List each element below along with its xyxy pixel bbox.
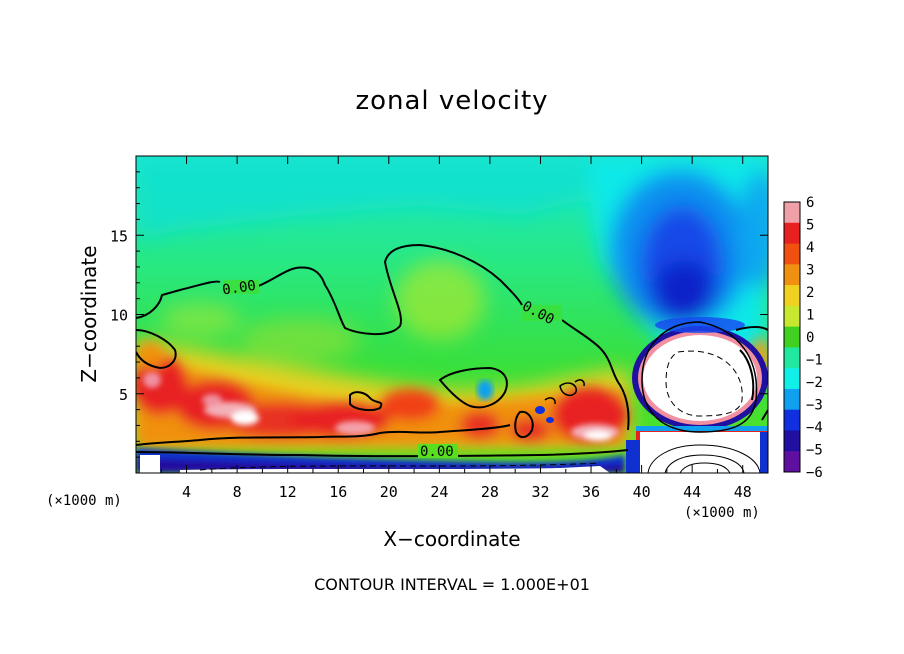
x-tick-label: 24 [430,483,448,501]
colorbar-swatch [784,202,800,224]
y-tick-label: 15 [110,227,128,245]
colorbar-label: −6 [806,465,823,481]
chart-title: zonal velocity [355,86,549,116]
y-tick-label: 10 [110,307,128,325]
colorbar-label: 2 [806,285,814,301]
colorbar-label: −3 [806,398,823,414]
colorbar: 6 5 4 3 2 1 0 −1 −2 −3 −4 −5 −6 [783,195,823,481]
colorbar-swatch [784,388,800,411]
colorbar-swatch [784,347,800,369]
colorbar-swatch [784,305,800,328]
colorbar-label: 0 [806,330,814,346]
x-tick-label: 36 [582,483,600,501]
colorbar-label: 4 [806,240,814,256]
colorbar-swatch [784,430,800,452]
colorbar-label: 6 [806,195,814,211]
x-axis-unit-left: (×1000 m) [46,493,122,509]
colorbar-label: −4 [806,420,823,436]
colorbar-frame [783,201,801,473]
colorbar-swatch [784,409,800,431]
contour-label: 0.00 [420,444,454,460]
x-tick-label: 20 [380,483,398,501]
colorbar-label: −2 [806,375,823,391]
x-tick-label: 40 [633,483,651,501]
colorbar-label: −5 [806,443,823,459]
x-tick-label: 28 [481,483,499,501]
contour-interval-note: CONTOUR INTERVAL = 1.000E+01 [314,575,590,594]
x-axis: 4 8 12 16 20 24 28 32 36 40 44 48 [160,156,752,501]
heatmap-field: 0.00 0.00 0.00 [136,156,768,473]
colorbar-swatch [784,264,800,286]
x-tick-label: 8 [233,483,242,501]
y-axis-label: Z−coordinate [77,245,101,382]
x-tick-label: 44 [683,483,701,501]
x-tick-label: 16 [329,483,347,501]
contour-label: 0.00 [221,278,257,299]
colorbar-label: 1 [806,308,814,324]
colorbar-swatch [784,326,800,348]
x-tick-label: 32 [531,483,549,501]
colorbar-label: 5 [806,218,814,234]
colorbar-label: −1 [806,353,823,369]
x-axis-label: X−coordinate [383,527,520,551]
colorbar-swatch [784,243,800,265]
colorbar-swatch [784,451,800,473]
colorbar-swatch [784,222,800,245]
y-axis: 5 10 15 [110,171,768,458]
x-axis-unit-right: (×1000 m) [684,505,760,521]
y-tick-label: 5 [119,386,128,404]
colorbar-swatch [784,285,800,307]
x-tick-label: 48 [734,483,752,501]
colorbar-label: 3 [806,263,814,279]
x-tick-label: 12 [279,483,297,501]
colorbar-swatch [784,368,800,390]
x-tick-label: 4 [182,483,191,501]
